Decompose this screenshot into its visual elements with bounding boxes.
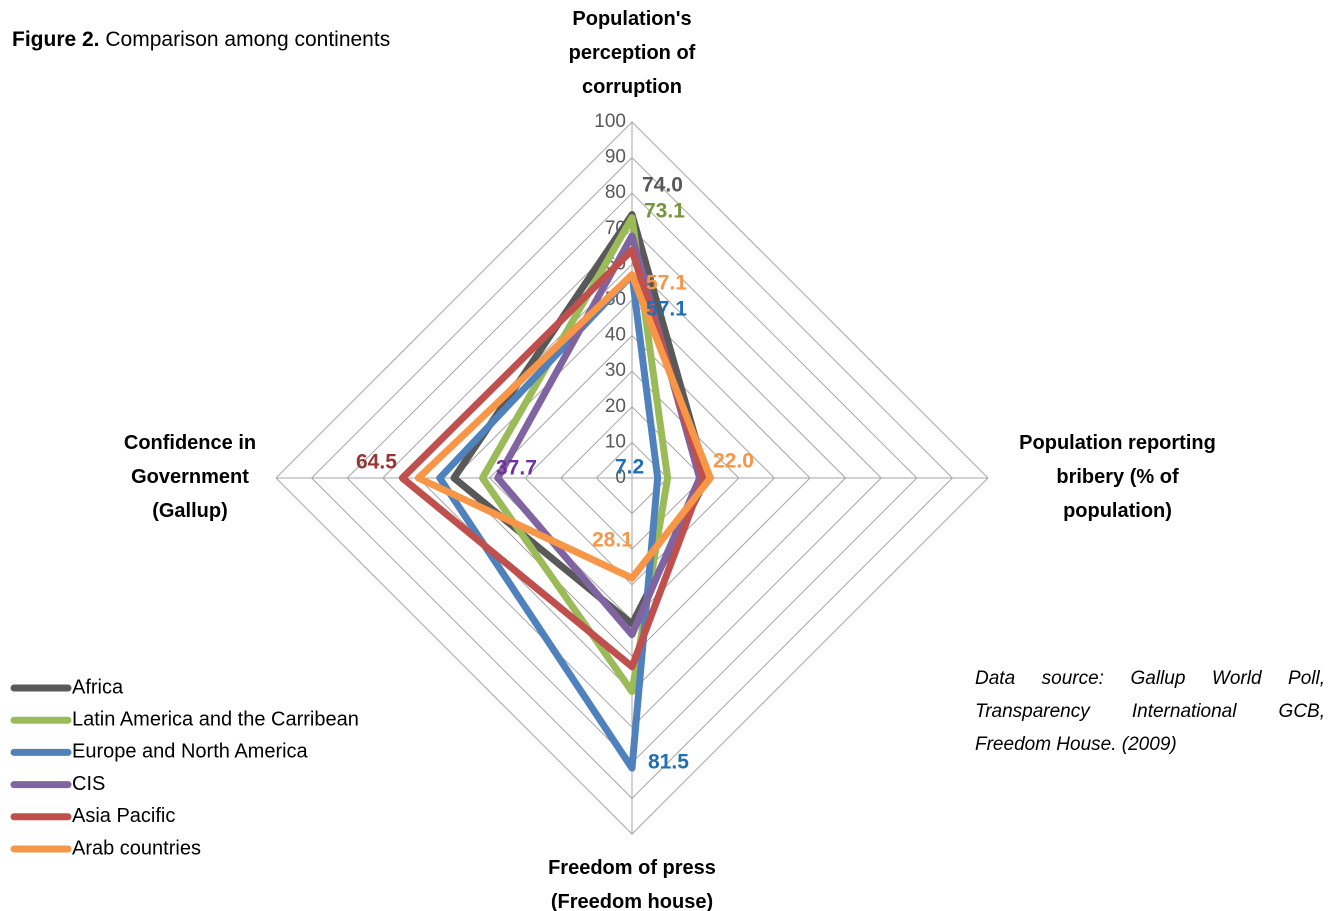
- legend-label: Arab countries: [72, 837, 201, 859]
- axis-label: Confidence in Government (Gallup): [123, 432, 257, 522]
- r-tick-label: 30: [605, 360, 626, 381]
- legend-label: Africa: [72, 676, 124, 698]
- legend-label: Asia Pacific: [72, 805, 175, 827]
- figure-label: Figure 2.: [12, 28, 100, 51]
- r-tick-label: 40: [605, 325, 626, 346]
- source-note: Data source: Gallup World Poll, Transpar…: [975, 668, 1325, 755]
- r-tick-label: 0: [615, 467, 626, 488]
- data-label: 57.1: [646, 298, 687, 321]
- data-label: 57.1: [646, 272, 687, 295]
- data-label: 81.5: [648, 751, 689, 774]
- series-line: [414, 271, 714, 582]
- data-label: 64.5: [356, 451, 397, 474]
- title-block: Figure 2. Comparison among continents: [12, 28, 390, 52]
- axis-label: Freedom of press (Freedom house): [548, 857, 716, 911]
- data-label: 37.7: [496, 457, 537, 480]
- data-label: 73.1: [644, 200, 685, 223]
- legend-label: Europe and North America: [72, 741, 309, 763]
- legend-label: Latin America and the Carribean: [72, 708, 359, 730]
- r-tick-label: 10: [605, 431, 626, 452]
- data-label: 7.2: [615, 456, 644, 479]
- data-label: 28.1: [592, 529, 633, 552]
- r-tick-label: 100: [594, 111, 626, 132]
- r-tick-label: 90: [605, 147, 626, 168]
- r-tick-label: 80: [605, 182, 626, 203]
- axis-label: Population's perception of corruption: [568, 8, 696, 98]
- r-tick-label: 20: [605, 396, 626, 417]
- axis-label: Population reporting bribery (% of popul…: [1019, 432, 1216, 522]
- legend-label: CIS: [72, 773, 105, 795]
- data-label: 22.0: [713, 450, 754, 473]
- series-line: [436, 271, 662, 772]
- data-label: 74.0: [642, 174, 683, 197]
- chart-title: Comparison among continents: [105, 28, 391, 51]
- series-line: [478, 214, 672, 696]
